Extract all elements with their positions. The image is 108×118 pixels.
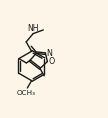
Text: O: O (48, 57, 54, 66)
Text: NH: NH (27, 24, 39, 33)
Text: OCH₃: OCH₃ (17, 90, 36, 96)
Text: N: N (46, 49, 52, 58)
